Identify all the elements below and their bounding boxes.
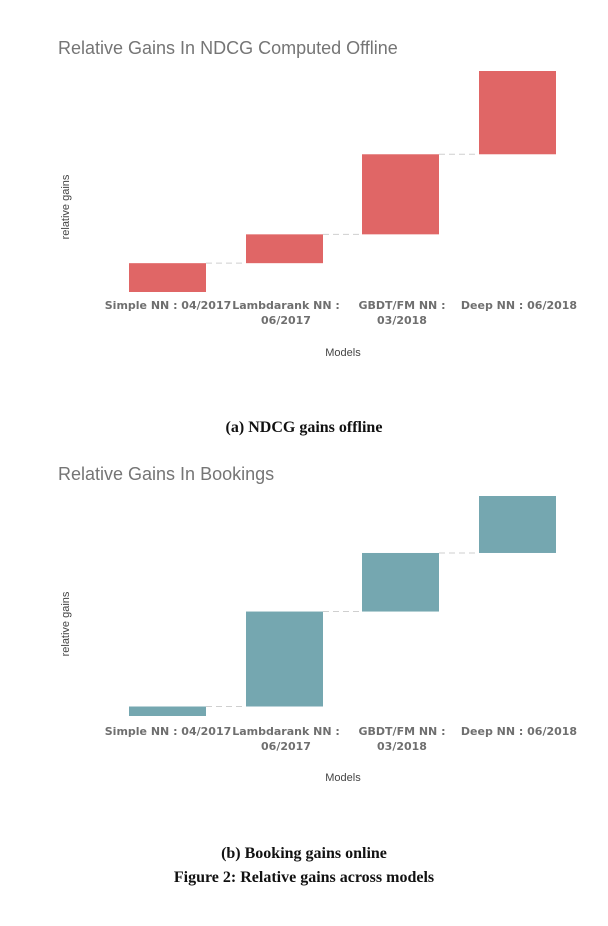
x-tick-label: Deep NN : 06/2018 [461, 725, 577, 738]
x-tick-label-line: GBDT/FM NN : [359, 299, 446, 312]
bar [129, 706, 206, 716]
y-axis-label: relative gains [60, 174, 72, 239]
x-tick-label: GBDT/FM NN : 03/2018 [359, 299, 446, 327]
x-tick-label: Simple NN : 04/2017 [105, 725, 232, 738]
y-axis-label: relative gains [60, 591, 72, 656]
x-tick-label-line: 03/2018 [377, 740, 427, 753]
bar [246, 234, 323, 264]
x-tick-label-line: 06/2017 [261, 740, 311, 753]
x-tick-label: Simple NN : 04/2017 [105, 299, 232, 312]
x-axis-label: Models [325, 772, 361, 784]
ndcg-gains-chart: Relative Gains In NDCG Computed Offline r… [58, 38, 577, 359]
figure-caption: Figure 2: Relative gains across models [173, 869, 435, 886]
x-tick-label: Deep NN : 06/2018 [461, 299, 577, 312]
bar [362, 154, 439, 235]
booking-gains-chart: Relative Gains In Bookings relative gains… [58, 464, 577, 784]
x-tick-label-line: Deep NN : 06/2018 [461, 725, 577, 738]
x-tick-label: Lambdarank NN : 06/2017 [232, 725, 340, 753]
x-tick-label-line: Simple NN : 04/2017 [105, 299, 232, 312]
x-tick-label-line: Lambdarank NN : [232, 299, 340, 312]
subfigure-caption-b: (b) Booking gains online [221, 845, 387, 862]
x-tick-label: GBDT/FM NN : 03/2018 [359, 725, 446, 753]
x-tick-label-line: Lambdarank NN : [232, 725, 340, 738]
x-tick-label-line: Deep NN : 06/2018 [461, 299, 577, 312]
chart-title: Relative Gains In NDCG Computed Offline [58, 38, 398, 58]
x-axis-label: Models [325, 347, 361, 359]
bar [362, 552, 439, 612]
x-tick-label-line: 03/2018 [377, 314, 427, 327]
x-tick-label-line: 06/2017 [261, 314, 311, 327]
x-tick-label: Lambdarank NN : 06/2017 [232, 299, 340, 327]
bar [246, 611, 323, 707]
x-tick-label-line: GBDT/FM NN : [359, 725, 446, 738]
x-tick-label-line: Simple NN : 04/2017 [105, 725, 232, 738]
subfigure-caption-a: (a) NDCG gains offline [225, 419, 383, 436]
chart-title: Relative Gains In Bookings [58, 464, 274, 484]
bar [479, 496, 556, 553]
bar [479, 71, 556, 155]
bar [129, 263, 206, 292]
